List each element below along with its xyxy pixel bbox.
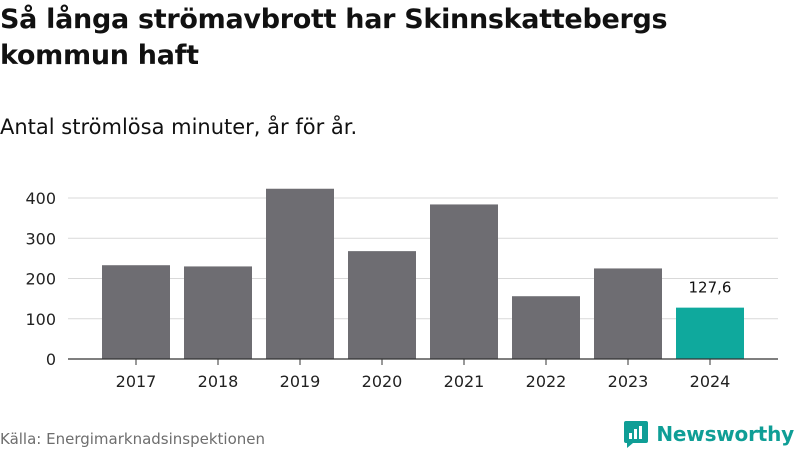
x-tick-label: 2017 — [116, 372, 157, 391]
chart-title: Så långa strömavbrott har Skinnskatteber… — [0, 4, 668, 71]
brand-name: Newsworthy — [656, 422, 794, 446]
source-note: Källa: Energimarknadsinspektionen — [0, 430, 266, 448]
bar-2018 — [184, 266, 252, 359]
bar-2022 — [512, 296, 580, 359]
bar-2020 — [348, 251, 416, 359]
data-label: 127,6 — [689, 279, 732, 297]
bar-2024 — [676, 307, 744, 359]
brand-logo: Newsworthy — [623, 419, 794, 449]
y-tick-label: 100 — [25, 310, 56, 329]
bar-2023 — [594, 268, 662, 359]
x-tick-label: 2022 — [526, 372, 567, 391]
bar-2019 — [266, 188, 334, 359]
newsworthy-logo-icon — [624, 421, 649, 448]
x-tick-label: 2021 — [444, 372, 485, 391]
bar-chart: 0 100 200 300 400 2017 2018 2019 2020 2021 2022 20… — [25, 188, 778, 391]
y-tick-label: 0 — [46, 350, 56, 369]
x-tick-label: 2024 — [690, 372, 731, 391]
x-tick-label: 2019 — [280, 372, 321, 391]
x-tick-label: 2020 — [362, 372, 403, 391]
chart-subtitle: Antal strömlösa minuter, år för år. — [0, 115, 358, 139]
y-tick-label: 200 — [25, 270, 56, 289]
x-tick-label: 2018 — [198, 372, 239, 391]
bar-2021 — [430, 204, 498, 359]
x-tick-label: 2023 — [608, 372, 649, 391]
y-tick-label: 300 — [25, 229, 56, 248]
bar-2017 — [102, 265, 170, 359]
y-tick-label: 400 — [25, 189, 56, 208]
